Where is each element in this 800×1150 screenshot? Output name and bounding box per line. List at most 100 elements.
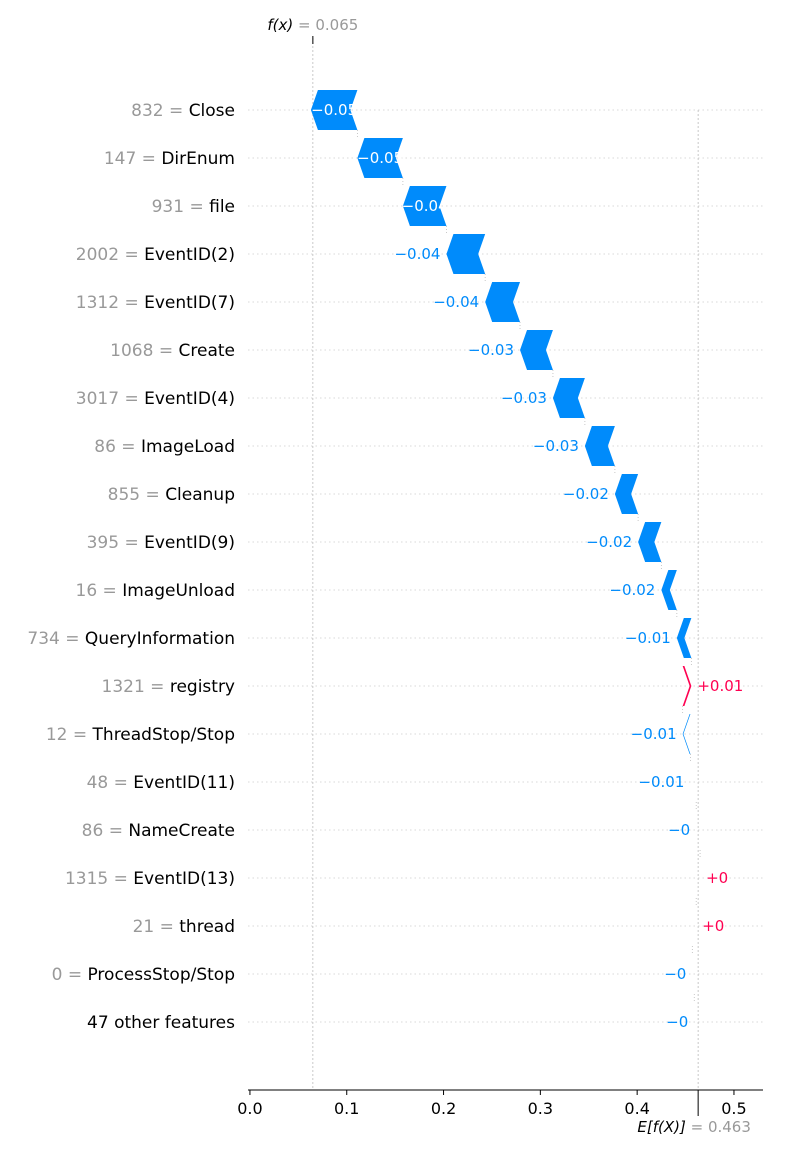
- feature-label: 1068 = Create: [110, 341, 235, 361]
- feature-value: 931: [152, 197, 184, 217]
- bar-value-label: −0.02: [586, 533, 632, 551]
- waterfall-bar: [614, 474, 639, 514]
- bar-value-label: +0: [702, 917, 724, 935]
- feature-label: 734 = QueryInformation: [27, 629, 235, 649]
- bar-value-label: −0: [664, 965, 686, 983]
- feature-value: 0: [52, 965, 63, 985]
- feature-label: 855 = Cleanup: [108, 485, 235, 505]
- feature-equals: =: [62, 965, 87, 985]
- feature-equals: =: [119, 533, 144, 553]
- waterfall-bar: [682, 666, 692, 706]
- fx-label: f(x): [267, 16, 293, 34]
- waterfall-bar: [520, 330, 553, 370]
- feature-equals: =: [136, 149, 161, 169]
- feature-equals: =: [119, 245, 144, 265]
- feature-name: EventID(13): [133, 869, 235, 889]
- feature-equals: =: [103, 821, 128, 841]
- feature-value: 21: [133, 917, 155, 937]
- fx-annotation: f(x) = 0.065: [267, 16, 358, 34]
- feature-label: 1321 = registry: [102, 677, 236, 697]
- feature-name: 47 other features: [87, 1013, 235, 1033]
- waterfall-bar: [584, 426, 615, 466]
- feature-name: Close: [189, 101, 235, 121]
- feature-name: DirEnum: [161, 149, 235, 169]
- feature-value: 48: [87, 773, 109, 793]
- feature-value: 3017: [76, 389, 119, 409]
- bar-value-label: −0.03: [533, 437, 579, 455]
- bar-value-label: −0: [666, 1013, 688, 1031]
- waterfall-bar: [661, 570, 677, 610]
- feature-value: 1068: [110, 341, 153, 361]
- feature-label: 47 other features: [87, 1013, 235, 1033]
- feature-label: 395 = EventID(9): [87, 533, 235, 553]
- x-tick-label: 0.1: [334, 1099, 359, 1118]
- fx-value: = 0.065: [298, 16, 358, 34]
- feature-equals: =: [119, 293, 144, 313]
- bar-value-label: −0.04: [402, 197, 448, 215]
- x-tick-label: 0.3: [528, 1099, 553, 1118]
- bar-value-label: −0.02: [563, 485, 609, 503]
- feature-label: 1315 = EventID(13): [65, 869, 235, 889]
- feature-name: ThreadStop/Stop: [92, 725, 235, 745]
- feature-label: 0 = ProcessStop/Stop: [52, 965, 235, 985]
- feature-label: 16 = ImageUnload: [76, 581, 236, 601]
- waterfall-bar: [638, 522, 662, 562]
- feature-name: Create: [179, 341, 236, 361]
- feature-value: 1312: [76, 293, 119, 313]
- row-guides: [248, 109, 763, 1023]
- feature-value: 86: [82, 821, 104, 841]
- bar-value-label: +0.01: [697, 677, 743, 695]
- waterfall-bar: [690, 762, 697, 802]
- efx-value: = 0.463: [691, 1118, 751, 1136]
- feature-equals: =: [164, 101, 189, 121]
- waterfall-bar: [446, 234, 486, 274]
- feature-equals: =: [60, 629, 85, 649]
- feature-equals: =: [145, 677, 170, 697]
- feature-name: thread: [179, 917, 235, 937]
- feature-equals: =: [108, 773, 133, 793]
- feature-label: 3017 = EventID(4): [76, 389, 235, 409]
- bar-value-label: −0.02: [609, 581, 655, 599]
- feature-name: ProcessStop/Stop: [87, 965, 235, 985]
- feature-name: EventID(4): [144, 389, 235, 409]
- feature-value: 86: [94, 437, 116, 457]
- feature-value: 147: [104, 149, 136, 169]
- feature-label: 86 = NameCreate: [82, 821, 235, 841]
- feature-name: QueryInformation: [85, 629, 235, 649]
- efx-annotation: E[f(X)] = 0.463: [637, 1118, 751, 1136]
- x-tick-label: 0.5: [721, 1099, 746, 1118]
- feature-value: 1321: [102, 677, 145, 697]
- waterfall-bar: [676, 618, 692, 658]
- feature-value: 1315: [65, 869, 108, 889]
- reference-lines: [312, 38, 699, 1090]
- waterfall-bar: [357, 138, 403, 178]
- waterfall-bar: [485, 282, 521, 322]
- feature-name: EventID(11): [133, 773, 235, 793]
- annotations: f(x) = 0.065 E[f(X)] = 0.463: [267, 16, 751, 1136]
- waterfall-bar: [310, 90, 358, 130]
- feature-value: 2002: [76, 245, 119, 265]
- feature-name: file: [209, 197, 235, 217]
- bar-value-label: −0.03: [501, 389, 547, 407]
- waterfall-bar: [402, 186, 447, 226]
- feature-equals: =: [184, 197, 209, 217]
- feature-name: registry: [170, 677, 235, 697]
- feature-label: 2002 = EventID(2): [76, 245, 235, 265]
- x-tick-label: 0.4: [624, 1099, 649, 1118]
- feature-name: ImageLoad: [141, 437, 235, 457]
- feature-equals: =: [97, 581, 122, 601]
- bar-value-label: −0.05: [311, 101, 357, 119]
- feature-equals: =: [116, 437, 141, 457]
- waterfall-bar: [552, 378, 585, 418]
- feature-value: 855: [108, 485, 140, 505]
- feature-label: 21 = thread: [133, 917, 235, 937]
- feature-equals: =: [108, 869, 133, 889]
- waterfall-bars: −0.05 −0.05 −0.04 −0.04 −0.04 −0.03 −0.03 −0.03…: [310, 90, 743, 1042]
- feature-equals: =: [154, 917, 179, 937]
- feature-name: EventID(9): [144, 533, 235, 553]
- efx-label: E[f(X)]: [637, 1118, 686, 1136]
- bar-value-label: −0.04: [433, 293, 479, 311]
- bar-value-label: −0.03: [468, 341, 514, 359]
- feature-equals: =: [119, 389, 144, 409]
